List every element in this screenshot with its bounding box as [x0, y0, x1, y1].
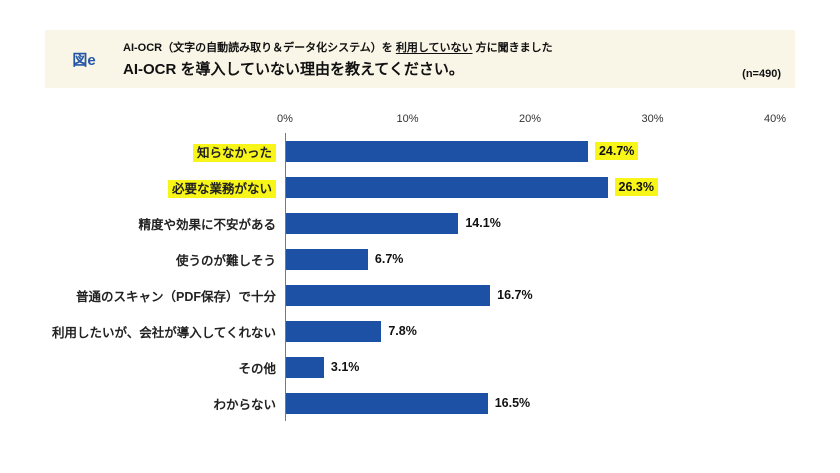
category-label: 知らなかった	[192, 143, 276, 162]
bar-row: 精度や効果に不安がある 14.1%	[45, 205, 775, 241]
x-tick-label: 20%	[518, 113, 542, 125]
header-text: AI-OCR（文字の自動読み取り＆データ化システム）を 利用していない 方に聞き…	[123, 39, 553, 79]
bar-chart: 0% 10% 20% 30% 40% 知らなかった 24.7% 必要な業務がない 26.3% 精…	[45, 113, 786, 421]
bar-row: 必要な業務がない 26.3%	[45, 169, 775, 205]
bar	[286, 212, 459, 234]
value-label: 26.3%	[614, 178, 658, 196]
bar-row: その他 3.1%	[45, 349, 775, 385]
value-label: 7.8%	[388, 324, 417, 338]
value-label: 24.7%	[594, 142, 639, 160]
bar	[286, 176, 608, 198]
axis-spacer	[45, 113, 285, 133]
category-label: わからない	[213, 397, 276, 412]
value-label: 6.7%	[374, 252, 404, 266]
x-tick-label: 40%	[763, 113, 787, 125]
x-axis-row: 0% 10% 20% 30% 40%	[45, 113, 786, 133]
bar	[286, 140, 588, 162]
plot-cell: 14.1%	[285, 205, 775, 241]
category-label-cell: 普通のスキャン（PDF保存）で十分	[45, 286, 285, 305]
value-label: 16.7%	[497, 288, 533, 302]
subtitle-underlined: 利用していない	[395, 42, 473, 54]
x-tick-label: 10%	[396, 113, 419, 125]
bar-row: 知らなかった 24.7%	[45, 133, 775, 169]
bar-row: 利用したいが、会社が導入してくれない 7.8%	[45, 313, 775, 349]
category-label-cell: 知らなかった	[45, 142, 285, 162]
bar	[286, 320, 382, 342]
category-label: 普通のスキャン（PDF保存）で十分	[75, 289, 276, 304]
plot-cell: 3.1%	[285, 349, 775, 385]
category-label: 精度や効果に不安がある	[138, 217, 276, 232]
x-axis: 0% 10% 20% 30% 40%	[277, 113, 786, 133]
category-label-cell: 利用したいが、会社が導入してくれない	[45, 322, 285, 341]
header-subtitle: AI-OCR（文字の自動読み取り＆データ化システム）を 利用していない 方に聞き…	[123, 39, 553, 55]
subtitle-part2: 方に聞きました	[472, 42, 553, 54]
chart-title: AI-OCR を導入していない理由を教えてください。	[123, 61, 464, 78]
bar-row: 普通のスキャン（PDF保存）で十分 16.7%	[45, 277, 775, 313]
category-label: その他	[238, 361, 276, 376]
value-label: 16.5%	[494, 396, 531, 410]
bar	[286, 356, 324, 378]
category-label-cell: わからない	[45, 394, 285, 413]
category-label-cell: 精度や効果に不安がある	[45, 214, 285, 233]
category-label: 使うのが難しそう	[175, 253, 276, 268]
plot-cell: 16.5%	[285, 385, 775, 421]
value-label: 3.1%	[330, 360, 360, 374]
category-label: 利用したいが、会社が導入してくれない	[51, 325, 276, 340]
sample-size: (n=490)	[742, 68, 781, 80]
x-tick-label: 0%	[277, 113, 293, 125]
subtitle-part1: AI-OCR（文字の自動読み取り＆データ化システム）を	[123, 42, 396, 54]
x-tick-label: 30%	[641, 113, 664, 125]
bar-row: わからない 16.5%	[45, 385, 775, 421]
category-label-cell: その他	[45, 358, 285, 377]
plot-cell: 26.3%	[285, 169, 775, 205]
plot-cell: 16.7%	[285, 277, 775, 313]
plot-cell: 6.7%	[285, 241, 775, 277]
bar	[286, 248, 368, 270]
header: 図e AI-OCR（文字の自動読み取り＆データ化システム）を 利用していない 方…	[45, 30, 795, 88]
value-label: 14.1%	[465, 216, 501, 230]
bar	[286, 284, 491, 306]
category-label-cell: 必要な業務がない	[45, 178, 285, 198]
plot-cell: 24.7%	[285, 133, 775, 169]
category-label-cell: 使うのが難しそう	[45, 250, 285, 269]
category-label: 必要な業務がない	[167, 179, 276, 198]
chart-rows: 知らなかった 24.7% 必要な業務がない 26.3% 精度や効果に不安がある 14.1%…	[45, 133, 775, 421]
plot-cell: 7.8%	[285, 313, 775, 349]
bar	[286, 392, 488, 414]
figure-label: 図e	[72, 51, 96, 69]
bar-row: 使うのが難しそう 6.7%	[45, 241, 775, 277]
